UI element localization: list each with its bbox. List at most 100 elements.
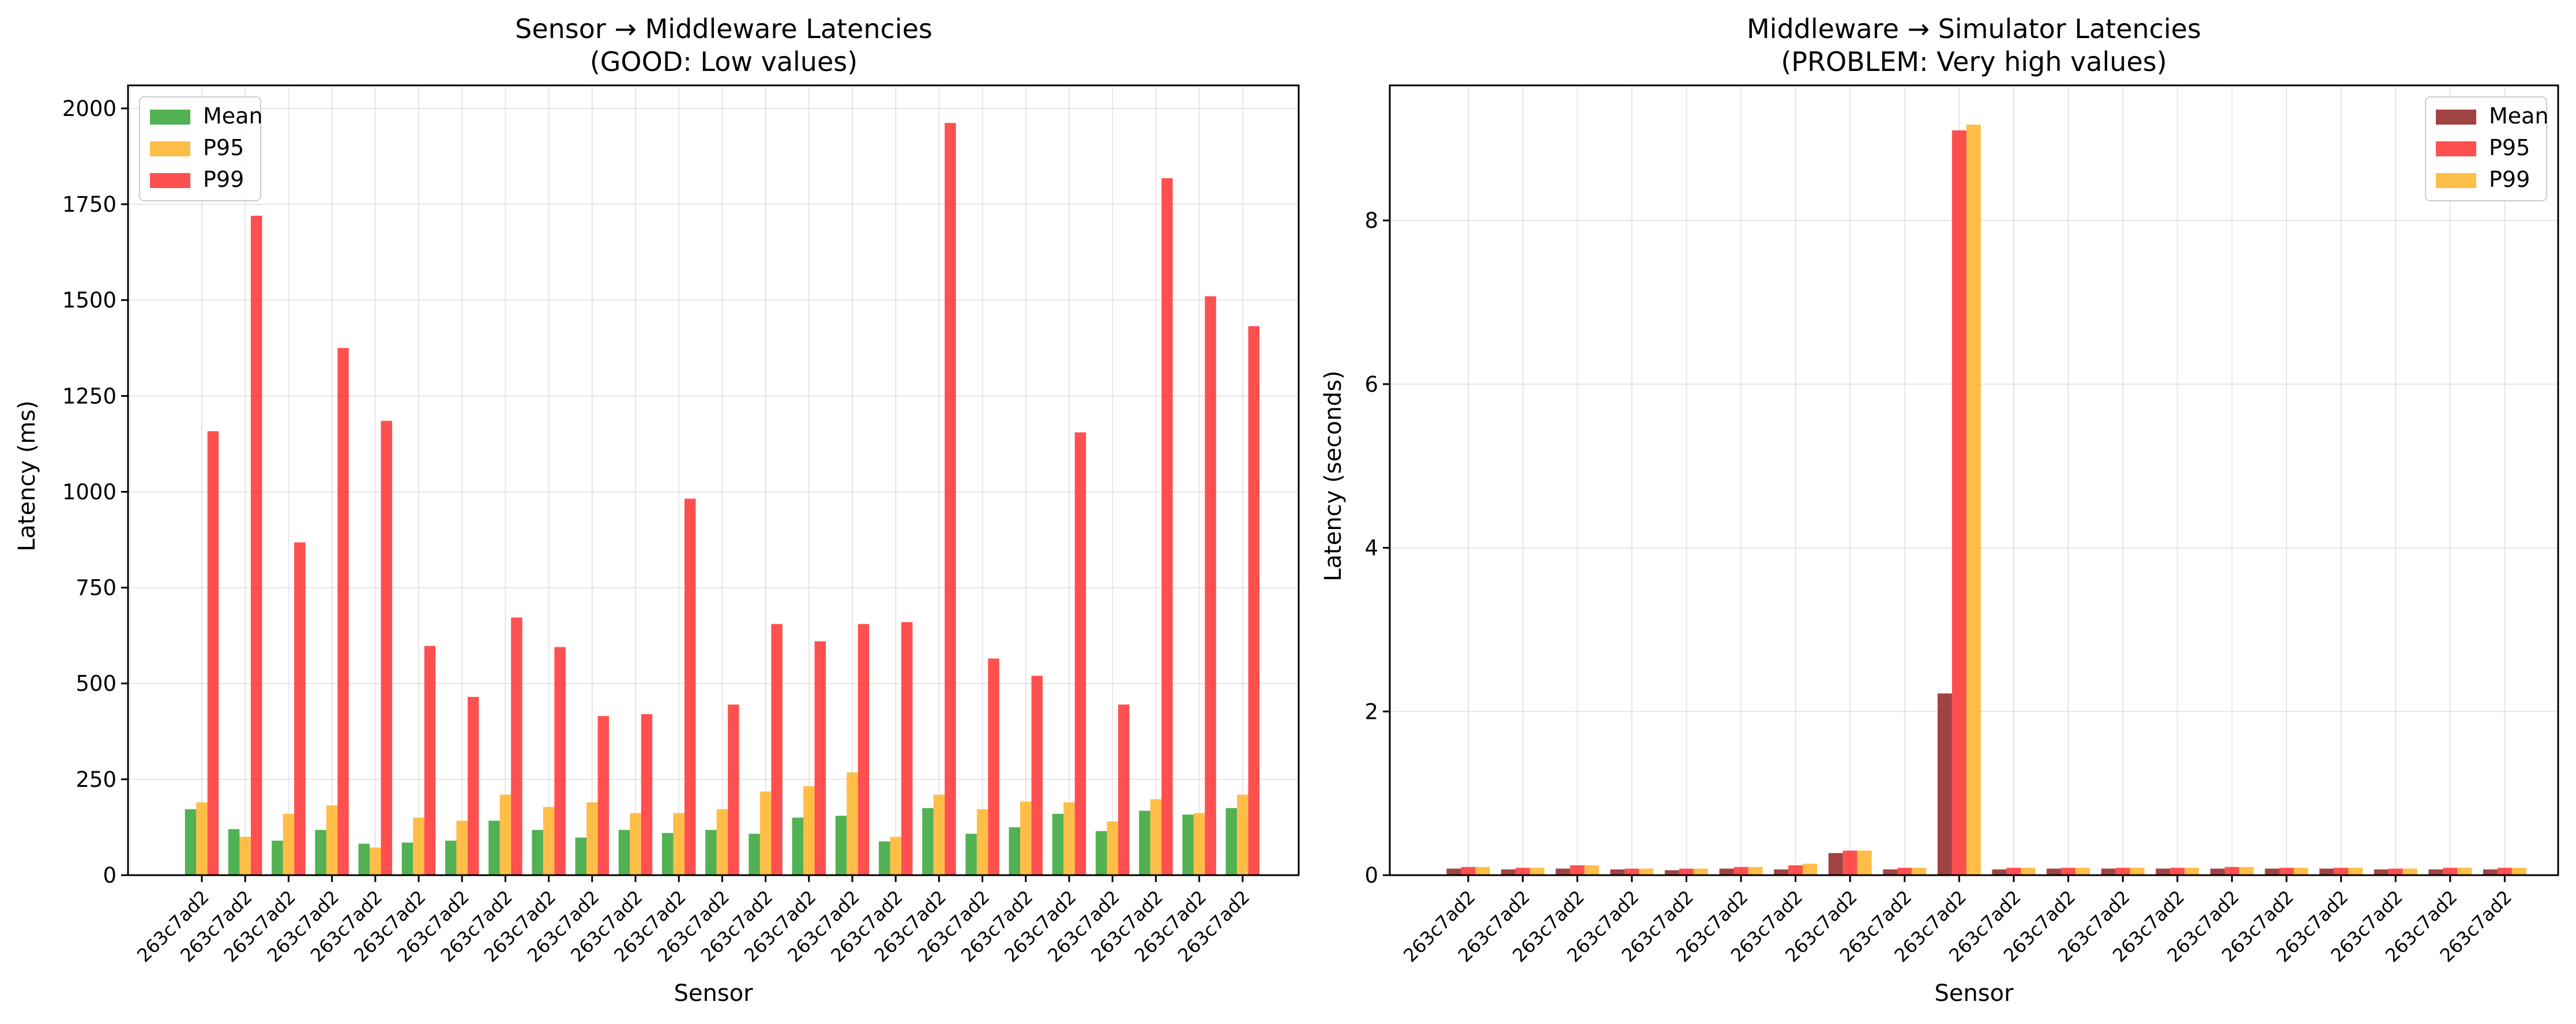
left-bar-p99 — [597, 716, 610, 875]
left-bar-p99 — [424, 646, 436, 875]
left-y-tick-label: 500 — [76, 672, 116, 696]
left-bar-mean — [922, 808, 934, 875]
right-bar-mean — [1883, 869, 1898, 875]
right-bar-p95 — [2061, 868, 2076, 875]
left-bar-mean — [1182, 814, 1194, 875]
left-bar-mean — [1225, 808, 1238, 875]
left-bar-p99 — [728, 704, 739, 875]
left-legend: Mean P95 P99 — [139, 96, 263, 201]
left-bar-p95 — [1150, 799, 1162, 875]
right-bar-p99 — [1475, 867, 1490, 875]
right-bar-p95 — [1570, 865, 1585, 875]
left-bar-p95 — [196, 802, 208, 875]
left-bar-p99 — [294, 542, 306, 875]
right-bar-mean — [2101, 868, 2116, 875]
right-bar-mean — [1555, 868, 1570, 875]
right-y-tick-label: 8 — [1364, 208, 1378, 233]
left-bar-mean — [878, 841, 890, 875]
right-bar-p95 — [1624, 868, 1639, 875]
left-bar-mean — [749, 834, 760, 875]
left-bar-mean — [705, 830, 717, 875]
left-y-tick-label: 1000 — [62, 479, 116, 504]
right-legend-swatch-mean — [2436, 110, 2476, 125]
right-bar-mean — [2428, 869, 2443, 875]
left-legend-swatch-p95 — [150, 141, 190, 156]
right-bar-p99 — [1966, 125, 1981, 875]
right-bar-p95 — [2006, 868, 2021, 875]
left-bar-mean — [1095, 831, 1107, 875]
right-bar-mean — [2210, 868, 2225, 875]
right-plot-frame — [1389, 84, 2559, 876]
right-y-tick-label: 4 — [1364, 536, 1378, 561]
left-bar-mean — [315, 830, 326, 875]
left-bar-p99 — [207, 431, 219, 875]
left-bar-mean — [272, 841, 283, 875]
left-bar-p99 — [250, 215, 262, 876]
right-bar-p99 — [1857, 850, 1872, 875]
right-bar-p99 — [2184, 868, 2199, 875]
left-bar-p99 — [511, 617, 522, 875]
left-bar-p95 — [413, 817, 424, 875]
left-bar-p99 — [945, 123, 956, 875]
left-bar-mean — [228, 829, 240, 875]
right-legend-swatch-p99 — [2436, 173, 2476, 188]
left-bar-p99 — [988, 658, 999, 875]
right-bar-p99 — [1748, 867, 1763, 875]
right-bar-p99 — [2511, 868, 2526, 875]
left-bar-mean — [618, 830, 630, 875]
right-legend-label-p99: P99 — [2489, 167, 2530, 192]
left-y-tick-label: 250 — [76, 767, 116, 792]
left-bar-p95 — [759, 792, 772, 875]
left-bar-p95 — [1063, 802, 1075, 875]
left-bar-p99 — [901, 622, 913, 875]
right-y-tick-label: 0 — [1364, 863, 1378, 888]
right-bar-mean — [1828, 853, 1843, 875]
right-bar-p99 — [2348, 868, 2363, 875]
left-bar-p95 — [326, 805, 338, 875]
left-bar-p95 — [1193, 813, 1205, 875]
left-bar-p99 — [684, 498, 696, 875]
left-bar-mean — [1052, 813, 1064, 875]
left-bar-mean — [1139, 811, 1150, 875]
right-bar-p95 — [2279, 868, 2294, 875]
left-bar-mean — [532, 830, 543, 875]
right-bar-mean — [1992, 869, 2007, 875]
left-chart-x-axis-label: Sensor — [674, 980, 753, 1007]
right-chart-y-axis-label: Latency (seconds) — [1320, 370, 1347, 582]
left-bar-p95 — [673, 813, 685, 875]
left-bar-p95 — [543, 807, 555, 875]
left-bar-mean — [792, 817, 804, 875]
right-legend: Mean P95 P99 — [2425, 96, 2549, 201]
left-chart-panel: Sensor → Middleware Latencies (GOOD: Low… — [14, 13, 1300, 1007]
left-bar-mean — [445, 841, 457, 875]
right-bar-p99 — [2457, 868, 2472, 875]
left-bar-mean — [185, 809, 197, 875]
right-legend-swatch-p95 — [2436, 141, 2476, 156]
right-bar-mean — [1664, 870, 1679, 875]
right-y-tick-label: 6 — [1364, 372, 1378, 397]
left-bar-p95 — [239, 837, 251, 875]
left-chart-subtitle: (GOOD: Low values) — [590, 46, 858, 77]
right-bar-mean — [2156, 868, 2171, 875]
right-bar-p95 — [2443, 868, 2458, 875]
right-bar-p95 — [1897, 868, 1912, 875]
left-legend-label-p95: P95 — [203, 135, 244, 160]
right-bar-p99 — [1803, 864, 1818, 875]
left-y-tick-label: 0 — [103, 863, 116, 888]
right-bar-p95 — [2170, 868, 2185, 875]
left-bar-p99 — [858, 624, 870, 875]
right-bar-mean — [1610, 869, 1625, 875]
right-bar-p99 — [2130, 868, 2145, 875]
right-chart-x-axis-label: Sensor — [1934, 980, 2014, 1007]
right-bar-mean — [2319, 868, 2334, 875]
right-bar-mean — [1774, 869, 1789, 875]
right-bar-p99 — [1639, 868, 1654, 875]
left-bar-p99 — [814, 641, 826, 875]
left-legend-swatch-p99 — [150, 173, 190, 188]
left-bar-p95 — [1107, 821, 1118, 875]
left-bar-p99 — [1074, 432, 1086, 875]
right-bar-p95 — [2224, 867, 2239, 875]
left-bar-p99 — [554, 647, 566, 875]
right-chart-subtitle: (PROBLEM: Very high values) — [1781, 46, 2167, 77]
